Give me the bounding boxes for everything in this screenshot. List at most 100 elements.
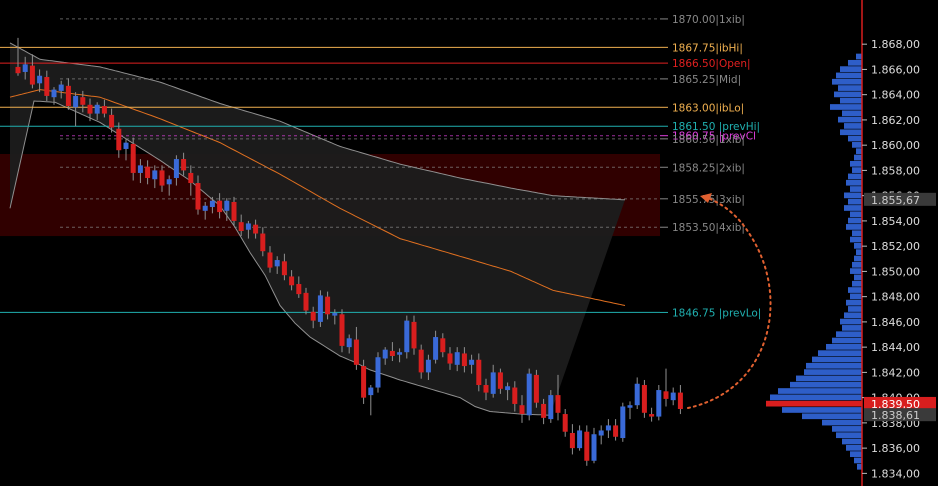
profile-bar-58 (822, 419, 862, 426)
profile-bar-34 (850, 268, 862, 274)
candle-body-86 (634, 383, 640, 406)
candle-88 (649, 407, 655, 422)
candle-47 (353, 326, 359, 370)
candle-body-31 (238, 222, 244, 232)
candle-body-3 (37, 75, 43, 84)
profile-bar-41 (844, 312, 862, 319)
profile-bar-6 (834, 91, 862, 98)
profile-bar-25 (850, 211, 862, 218)
candle-45 (339, 309, 345, 353)
profile-bar-63 (850, 451, 862, 457)
candle-body-22 (173, 159, 179, 178)
axis-tick-label-8: 1.850,00 (871, 265, 920, 278)
candle-70 (519, 395, 525, 423)
candle-11 (94, 102, 100, 120)
candle-85 (627, 401, 633, 420)
candle-68 (505, 382, 511, 401)
candle-body-48 (361, 366, 367, 398)
candle-body-70 (519, 405, 525, 415)
profile-bar-2 (840, 66, 862, 72)
candle-body-39 (296, 284, 302, 295)
axis-tick-label-12: 1.858,00 (871, 164, 920, 177)
candle-44 (332, 309, 338, 325)
profile-bar-49 (806, 362, 862, 369)
candle-body-89 (656, 390, 662, 417)
profile-bar-45 (832, 337, 862, 344)
profile-bar-35 (854, 274, 862, 281)
candle-body-29 (224, 200, 230, 211)
profile-bar-8 (830, 104, 862, 110)
axis-tick-label-5: 1.844,00 (871, 341, 920, 354)
candle-body-36 (274, 260, 280, 267)
profile-bar-24 (844, 205, 862, 211)
candle-61 (454, 347, 460, 372)
level-label-3: 1865.25|Mid| (672, 74, 741, 86)
profile-bar-50 (804, 369, 862, 375)
profile-bar-59 (832, 426, 862, 432)
candle-35 (267, 246, 273, 273)
profile-bar-33 (852, 261, 862, 268)
candle-7 (65, 78, 71, 110)
candle-77 (569, 424, 575, 455)
candle-body-9 (80, 97, 86, 105)
candle-body-21 (166, 179, 172, 185)
profile-bar-10 (838, 116, 862, 123)
axis-tick-label-16: 1.866,00 (871, 63, 920, 76)
profile-bar-57 (802, 413, 862, 420)
profile-bar-9 (842, 110, 862, 117)
candle-54 (404, 315, 410, 359)
candle-body-87 (641, 385, 647, 413)
candle-0 (15, 37, 21, 76)
candle-body-42 (317, 295, 323, 322)
candle-31 (238, 214, 244, 237)
candle-body-45 (339, 314, 345, 346)
candle-body-72 (533, 374, 539, 403)
candle-body-14 (116, 128, 122, 151)
candle-body-11 (94, 104, 100, 114)
candle-body-32 (245, 223, 251, 230)
candle-51 (382, 347, 388, 365)
candle-body-13 (109, 114, 115, 128)
profile-bar-56 (782, 407, 862, 413)
candle-body-16 (130, 143, 136, 173)
candle-21 (166, 175, 172, 196)
candle-body-44 (332, 313, 338, 316)
profile-bar-3 (836, 72, 862, 79)
profile-bar-37 (848, 287, 862, 293)
candle-65 (483, 378, 489, 401)
candle-body-33 (253, 224, 259, 234)
profile-bar-22 (844, 192, 862, 199)
candle-14 (116, 122, 122, 158)
axis-tick-label-13: 1.860,00 (871, 139, 920, 152)
profile-bar-11 (844, 123, 862, 129)
candle-39 (296, 276, 302, 298)
candle-body-80 (591, 434, 597, 461)
candle-63 (469, 354, 475, 374)
candle-48 (361, 359, 367, 404)
candle-body-55 (411, 321, 417, 349)
candle-body-53 (397, 352, 403, 355)
candle-82 (605, 419, 611, 439)
profile-bar-29 (850, 236, 862, 243)
profile-bar-61 (842, 438, 862, 445)
volume-profile-layer (766, 53, 862, 470)
profile-bar-43 (842, 325, 862, 331)
candle-body-7 (65, 85, 71, 107)
profile-bar-39 (846, 299, 862, 306)
band-middle-line (9, 89, 626, 306)
profile-bar-13 (848, 135, 862, 142)
level-label-2: 1866.50|Open| (672, 58, 751, 70)
candle-43 (325, 291, 331, 320)
candle-87 (641, 379, 647, 418)
candle-60 (447, 347, 453, 370)
candle-81 (598, 425, 604, 445)
profile-bar-46 (826, 343, 862, 350)
candle-6 (58, 80, 64, 99)
candle-67 (497, 368, 503, 394)
candle-body-27 (209, 200, 215, 208)
candle-body-92 (677, 392, 683, 409)
candle-57 (425, 354, 431, 380)
profile-bar-31 (856, 249, 862, 256)
profile-bar-28 (852, 230, 862, 237)
